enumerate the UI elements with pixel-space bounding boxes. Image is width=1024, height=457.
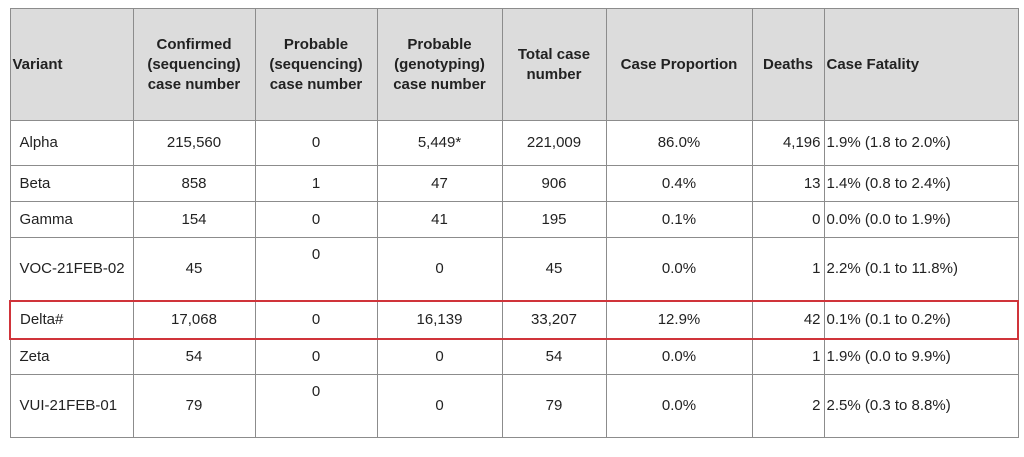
cell-variant: Gamma bbox=[9, 201, 134, 238]
cell-confirmed: 54 bbox=[132, 338, 256, 375]
cell-case-fatality: 1.4% (0.8 to 2.4%) bbox=[823, 165, 1019, 202]
cell-probable-genotyping: 0 bbox=[376, 338, 503, 375]
table-row: Zeta 54 0 0 54 0.0% 1 1.9% (0.0 to 9.9%) bbox=[9, 338, 1019, 375]
cell-deaths: 0 bbox=[751, 201, 825, 238]
cell-confirmed: 17,068 bbox=[132, 299, 256, 340]
header-variant: Variant bbox=[9, 8, 134, 121]
cell-deaths: 2 bbox=[751, 374, 825, 438]
cell-variant: Zeta bbox=[9, 338, 134, 375]
cell-case-fatality: 2.2% (0.1 to 11.8%) bbox=[823, 237, 1019, 301]
cell-case-fatality: 0.0% (0.0 to 1.9%) bbox=[823, 201, 1019, 238]
cell-probable-sequencing: 0 bbox=[254, 299, 378, 340]
cell-case-fatality: 0.1% (0.1 to 0.2%) bbox=[823, 299, 1019, 340]
cell-deaths: 4,196 bbox=[751, 120, 825, 166]
cell-confirmed: 79 bbox=[132, 374, 256, 438]
cell-case-proportion: 0.1% bbox=[605, 201, 753, 238]
cell-probable-sequencing: 0 bbox=[254, 374, 378, 438]
cell-total: 221,009 bbox=[501, 120, 607, 166]
cell-probable-genotyping: 0 bbox=[376, 374, 503, 438]
cell-case-proportion: 0.4% bbox=[605, 165, 753, 202]
table-row: VUI-21FEB-01 79 0 0 79 0.0% 2 2.5% (0.3 … bbox=[9, 374, 1019, 438]
cell-variant: VUI-21FEB-01 bbox=[9, 374, 134, 438]
cell-case-proportion: 0.0% bbox=[605, 338, 753, 375]
cell-probable-genotyping: 41 bbox=[376, 201, 503, 238]
cell-deaths: 13 bbox=[751, 165, 825, 202]
header-probable-sequencing: Probable (sequencing) case number bbox=[254, 8, 378, 121]
cell-deaths: 1 bbox=[751, 338, 825, 375]
cell-total: 33,207 bbox=[501, 299, 607, 340]
cell-probable-genotyping: 5,449* bbox=[376, 120, 503, 166]
header-deaths: Deaths bbox=[751, 8, 825, 121]
cell-case-fatality: 2.5% (0.3 to 8.8%) bbox=[823, 374, 1019, 438]
table-row: VOC-21FEB-02 45 0 0 45 0.0% 1 2.2% (0.1 … bbox=[9, 237, 1019, 301]
header-total: Total case number bbox=[501, 8, 607, 121]
header-confirmed: Confirmed (sequencing) case number bbox=[132, 8, 256, 121]
cell-probable-sequencing: 0 bbox=[254, 120, 378, 166]
cell-probable-genotyping: 16,139 bbox=[376, 299, 503, 340]
cell-variant: VOC-21FEB-02 bbox=[9, 237, 134, 301]
cell-case-fatality: 1.9% (0.0 to 9.9%) bbox=[823, 338, 1019, 375]
cell-case-proportion: 0.0% bbox=[605, 237, 753, 301]
table-row: Beta 858 1 47 906 0.4% 13 1.4% (0.8 to 2… bbox=[9, 165, 1019, 202]
cell-confirmed: 45 bbox=[132, 237, 256, 301]
table-row: Gamma 154 0 41 195 0.1% 0 0.0% (0.0 to 1… bbox=[9, 201, 1019, 238]
cell-confirmed: 858 bbox=[132, 165, 256, 202]
cell-probable-sequencing: 1 bbox=[254, 165, 378, 202]
cell-case-proportion: 0.0% bbox=[605, 374, 753, 438]
cell-probable-sequencing: 0 bbox=[254, 338, 378, 375]
cell-probable-genotyping: 47 bbox=[376, 165, 503, 202]
cell-total: 45 bbox=[501, 237, 607, 301]
header-case-proportion: Case Proportion bbox=[605, 8, 753, 121]
cell-deaths: 1 bbox=[751, 237, 825, 301]
cell-case-proportion: 86.0% bbox=[605, 120, 753, 166]
header-case-fatality: Case Fatality bbox=[823, 8, 1019, 121]
cell-confirmed: 154 bbox=[132, 201, 256, 238]
cell-deaths: 42 bbox=[751, 299, 825, 340]
cell-total: 195 bbox=[501, 201, 607, 238]
variant-case-table: Variant Confirmed (sequencing) case numb… bbox=[9, 8, 1019, 438]
cell-probable-sequencing: 0 bbox=[254, 201, 378, 238]
cell-variant: Beta bbox=[9, 165, 134, 202]
cell-case-proportion: 12.9% bbox=[605, 299, 753, 340]
header-probable-genotyping: Probable (genotyping) case number bbox=[376, 8, 503, 121]
header-row: Variant Confirmed (sequencing) case numb… bbox=[9, 8, 1019, 121]
table-row: Alpha 215,560 0 5,449* 221,009 86.0% 4,1… bbox=[9, 120, 1019, 166]
cell-variant: Alpha bbox=[9, 120, 134, 166]
cell-confirmed: 215,560 bbox=[132, 120, 256, 166]
cell-total: 79 bbox=[501, 374, 607, 438]
cell-probable-genotyping: 0 bbox=[376, 237, 503, 301]
cell-variant: Delta# bbox=[9, 299, 134, 340]
table-row-highlighted: Delta# 17,068 0 16,139 33,207 12.9% 42 0… bbox=[9, 299, 1019, 340]
cell-case-fatality: 1.9% (1.8 to 2.0%) bbox=[823, 120, 1019, 166]
cell-total: 54 bbox=[501, 338, 607, 375]
cell-probable-sequencing: 0 bbox=[254, 237, 378, 301]
cell-total: 906 bbox=[501, 165, 607, 202]
